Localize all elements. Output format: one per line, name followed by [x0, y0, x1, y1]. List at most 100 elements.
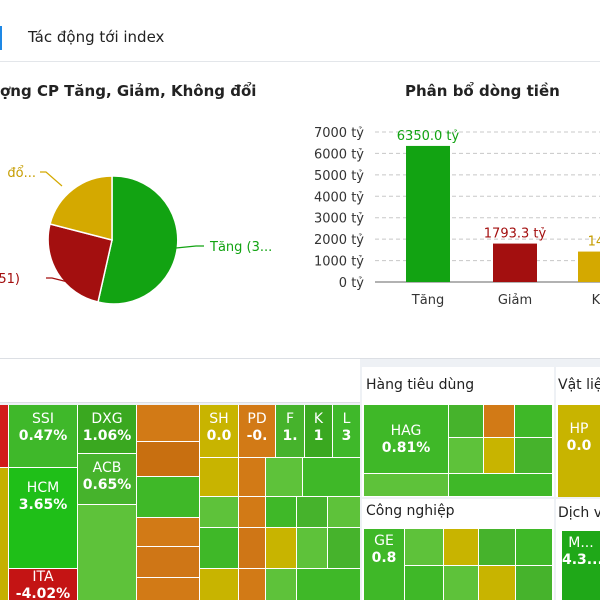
tab-impact-index[interactable]: Tác động tới index [28, 28, 165, 46]
bar-y-tick: 2000 tỷ [314, 233, 364, 248]
tile-mosaic-15[interactable] [200, 569, 238, 600]
tile-mosaic-16[interactable] [239, 569, 265, 600]
tile-consumer-5[interactable] [449, 438, 483, 473]
tile-orange-4[interactable] [137, 518, 199, 546]
pie-leader-khong-doi [40, 171, 63, 187]
treemap-section: SSI 0.47% DXG 1.06% HCM 3.65% ACB 0.65% ITA -… [0, 358, 600, 600]
sector-label-industrial[interactable]: Công nghiệp [366, 503, 455, 519]
tile-consumer-6[interactable] [484, 438, 514, 473]
tile-mosaic-18[interactable] [297, 569, 360, 600]
tile-small-left-1[interactable] [0, 405, 8, 467]
bar-2[interactable] [578, 251, 600, 282]
pie-leader-giam [46, 277, 69, 283]
pie-leader-tang [175, 245, 204, 249]
tile-orange-1[interactable] [137, 405, 199, 441]
tile-mosaic-17[interactable] [266, 569, 296, 600]
bar-y-tick: 0 tỷ [339, 276, 365, 291]
sector-label-services[interactable]: Dịch v [558, 505, 600, 521]
tile-hag[interactable]: HAG 0.81% [364, 405, 448, 473]
sector-label-materials[interactable]: Vật liệ [558, 377, 600, 393]
pie-chart-title: ợng CP Tăng, Giảm, Không đổi [0, 82, 257, 100]
tile-mosaic-2[interactable] [239, 458, 265, 496]
tile-hcm[interactable]: HCM 3.65% [9, 468, 77, 568]
bar-y-tick: 1000 tỷ [314, 255, 364, 270]
pie-label-giam: 51) [0, 272, 20, 287]
tile-mosaic-11[interactable] [239, 528, 265, 568]
tile-industrial-7[interactable] [444, 566, 478, 600]
bar-category-label: Kh [592, 293, 600, 308]
tile-consumer-8[interactable] [364, 474, 448, 496]
bar-chart: 0 tỷ 1000 tỷ 2000 tỷ 3000 tỷ 4000 tỷ 5000 tỷ 6… [314, 126, 600, 308]
tile-industrial-8[interactable] [479, 566, 515, 600]
tile-sh[interactable]: SH 0.0 [200, 405, 238, 457]
pie-label-tang: Tăng (3... [209, 240, 272, 255]
sector-panel-industrial: Công nghiệp GE 0.8 [362, 499, 554, 600]
pie-slice-khong-doi[interactable] [49, 175, 113, 241]
bar-value-label: 1793.3 tỷ [484, 227, 547, 242]
bar-0[interactable] [406, 145, 450, 282]
tile-mosaic-8[interactable] [297, 497, 327, 527]
active-tab-indicator [0, 26, 4, 50]
tile-ita[interactable]: ITA -4.02% [9, 569, 77, 600]
tile-mosaic-14[interactable] [328, 528, 360, 568]
pie-slice-tang[interactable] [97, 175, 179, 305]
tile-consumer-7[interactable] [515, 438, 552, 473]
tile-orange-6[interactable] [137, 578, 199, 600]
tile-dxg[interactable]: DXG 1.06% [78, 405, 136, 453]
pie-slice-giam[interactable] [47, 223, 113, 303]
tile-consumer-4[interactable] [515, 405, 552, 437]
bar-value-label: 142 [588, 235, 600, 250]
sector-panel-consumer: Hàng tiêu dùng HAG 0.81% [362, 367, 554, 497]
tile-industrial-9[interactable] [516, 566, 552, 600]
bar-category-label: Tăng [411, 293, 444, 308]
bar-chart-title: Phân bổ dòng tiền [405, 82, 560, 100]
tile-mosaic-3[interactable] [266, 458, 302, 496]
tile-hp[interactable]: HP 0.0 [558, 405, 600, 497]
tile-mosaic-13[interactable] [297, 528, 327, 568]
tile-industrial-2[interactable] [405, 529, 443, 565]
tile-f[interactable]: F 1. [276, 405, 304, 457]
tile-mosaic-6[interactable] [239, 497, 265, 527]
tile-acb-neighbor[interactable] [78, 505, 136, 600]
finance-sector-block: SSI 0.47% DXG 1.06% HCM 3.65% ACB 0.65% ITA -… [0, 405, 360, 600]
tile-mosaic-9[interactable] [328, 497, 360, 527]
pie-label-khong-doi: đổ... [7, 166, 36, 181]
treemap-header [0, 359, 360, 403]
bar-value-label: 6350.0 tỷ [397, 129, 460, 144]
tile-industrial-5[interactable] [516, 529, 552, 565]
bar-y-tick: 3000 tỷ [314, 212, 364, 227]
tile-m[interactable]: M... 4.3... [562, 531, 600, 600]
tile-orange-2[interactable] [137, 442, 199, 476]
bar-1[interactable] [493, 243, 537, 282]
tile-acb[interactable]: ACB 0.65% [78, 454, 136, 504]
tile-industrial-4[interactable] [479, 529, 515, 565]
tile-mosaic-10[interactable] [200, 528, 238, 568]
bar-y-tick: 5000 tỷ [314, 169, 364, 184]
tile-mosaic-12[interactable] [266, 528, 296, 568]
tile-pd[interactable]: PD -0. [239, 405, 275, 457]
tile-industrial-6[interactable] [405, 566, 443, 600]
tile-mosaic-1[interactable] [200, 458, 238, 496]
tile-industrial-3[interactable] [444, 529, 478, 565]
tile-mosaic-4[interactable] [303, 458, 360, 496]
bar-y-tick: 7000 tỷ [314, 126, 364, 141]
bar-y-tick: 6000 tỷ [314, 147, 364, 162]
sector-label-consumer[interactable]: Hàng tiêu dùng [366, 377, 475, 393]
tile-orange-3[interactable] [137, 477, 199, 517]
tile-small-left-2[interactable] [0, 468, 8, 600]
sector-panel-materials: Vật liệ HP 0.0 [556, 367, 600, 497]
tile-consumer-2[interactable] [449, 405, 483, 437]
sector-panel-services: Dịch v M... 4.3... [556, 499, 600, 600]
tile-ssi[interactable]: SSI 0.47% [9, 405, 77, 467]
pie-chart: đổ... 51) Tăng (3... [0, 166, 272, 305]
tile-consumer-9[interactable] [449, 474, 552, 496]
tile-orange-5[interactable] [137, 547, 199, 577]
bar-y-tick: 4000 tỷ [314, 190, 364, 205]
tile-mosaic-5[interactable] [200, 497, 238, 527]
tile-ge[interactable]: GE 0.8 [364, 529, 404, 600]
bar-category-label: Giảm [498, 293, 532, 308]
tile-mosaic-7[interactable] [266, 497, 296, 527]
tile-consumer-3[interactable] [484, 405, 514, 437]
